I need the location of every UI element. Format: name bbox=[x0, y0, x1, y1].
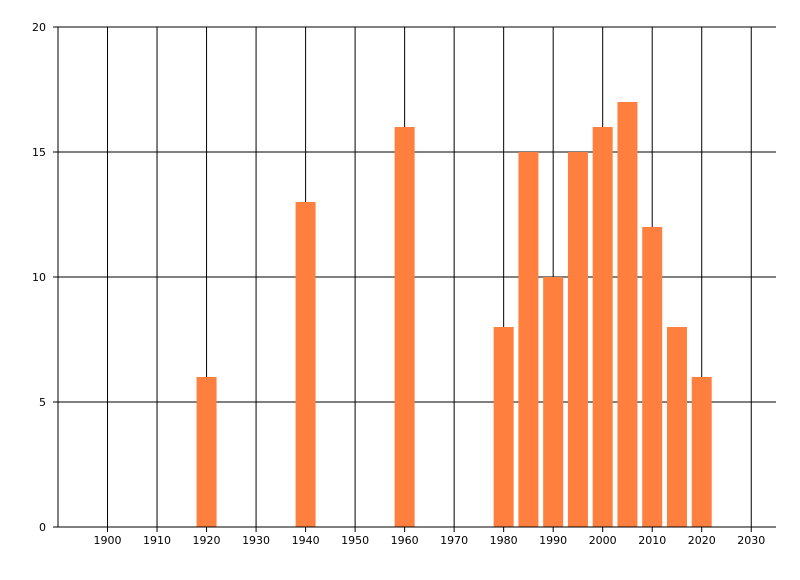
bar bbox=[691, 377, 712, 527]
bar bbox=[642, 227, 663, 527]
bar bbox=[666, 327, 687, 527]
x-tick-label: 2020 bbox=[688, 534, 716, 547]
bar bbox=[394, 127, 415, 527]
bars-layer bbox=[196, 102, 712, 527]
bar bbox=[518, 152, 539, 527]
tick-labels-layer: 1900 1910 1920 1930 1940 1950 1960 1970 1980 1990… bbox=[32, 21, 765, 547]
x-tick-label: 1960 bbox=[391, 534, 419, 547]
axes-layer bbox=[57, 27, 776, 528]
bar bbox=[543, 277, 564, 527]
x-tick-label: 2000 bbox=[589, 534, 617, 547]
x-tick-label: 1910 bbox=[143, 534, 171, 547]
x-tick-label: 1970 bbox=[440, 534, 468, 547]
bar bbox=[196, 377, 217, 527]
x-tick-label: 2010 bbox=[638, 534, 666, 547]
x-tick-label: 1950 bbox=[341, 534, 369, 547]
y-tick-label: 20 bbox=[32, 21, 46, 34]
x-tick-label: 1940 bbox=[292, 534, 320, 547]
y-tick-label: 5 bbox=[39, 396, 46, 409]
bar bbox=[592, 127, 613, 527]
y-tick-label: 0 bbox=[39, 521, 46, 534]
x-tick-label: 1920 bbox=[193, 534, 221, 547]
x-tick-label: 1930 bbox=[242, 534, 270, 547]
x-tick-label: 1900 bbox=[94, 534, 122, 547]
x-tick-label: 1990 bbox=[539, 534, 567, 547]
x-tick-label: 1980 bbox=[490, 534, 518, 547]
y-tick-label: 10 bbox=[32, 271, 46, 284]
x-tick-label: 2030 bbox=[737, 534, 765, 547]
bar bbox=[493, 327, 514, 527]
bar bbox=[295, 202, 316, 527]
bar bbox=[617, 102, 638, 527]
y-tick-label: 15 bbox=[32, 146, 46, 159]
bar bbox=[567, 152, 588, 527]
